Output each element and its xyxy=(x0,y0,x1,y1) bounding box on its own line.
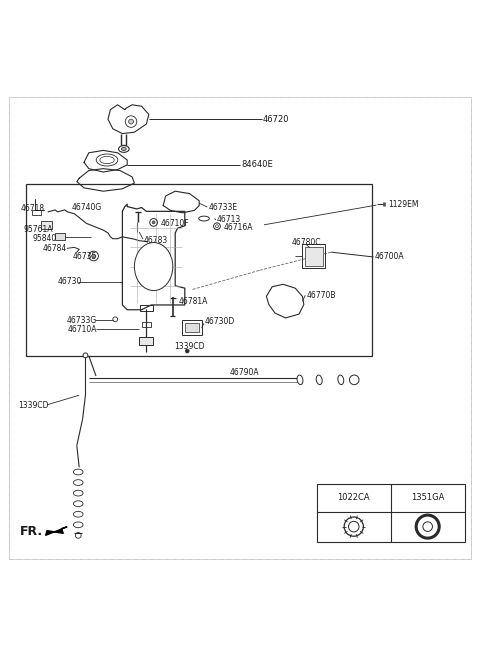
Text: 1339CD: 1339CD xyxy=(174,342,204,351)
Text: 1339CD: 1339CD xyxy=(18,401,49,410)
Circle shape xyxy=(129,119,133,124)
Text: 46720: 46720 xyxy=(263,115,289,124)
Ellipse shape xyxy=(121,148,126,150)
Polygon shape xyxy=(108,105,149,134)
Text: 46718: 46718 xyxy=(20,204,44,213)
Text: 84640E: 84640E xyxy=(241,160,273,169)
Text: 46784: 46784 xyxy=(42,244,67,253)
Circle shape xyxy=(92,254,96,258)
Text: 46700A: 46700A xyxy=(374,253,404,262)
Text: 46713: 46713 xyxy=(217,216,241,224)
Polygon shape xyxy=(163,191,199,213)
Text: 1351GA: 1351GA xyxy=(411,493,444,502)
Bar xyxy=(182,320,202,335)
Bar xyxy=(41,222,52,229)
Ellipse shape xyxy=(119,146,129,152)
Ellipse shape xyxy=(96,154,118,166)
Text: 46735: 46735 xyxy=(73,253,97,262)
Polygon shape xyxy=(46,527,67,535)
Bar xyxy=(26,184,372,356)
Text: FR.: FR. xyxy=(20,525,43,538)
Bar xyxy=(302,245,325,268)
Polygon shape xyxy=(266,284,304,318)
Text: 46730: 46730 xyxy=(58,277,82,287)
Text: 46733E: 46733E xyxy=(209,203,238,213)
Bar xyxy=(32,210,41,215)
Text: 46730D: 46730D xyxy=(205,317,235,326)
Text: 46716A: 46716A xyxy=(223,222,252,232)
Circle shape xyxy=(83,353,88,358)
Text: 95761A: 95761A xyxy=(23,224,52,234)
Polygon shape xyxy=(122,204,185,310)
Polygon shape xyxy=(84,150,127,172)
Text: 46781A: 46781A xyxy=(179,297,208,306)
Bar xyxy=(140,306,153,311)
Text: 46770B: 46770B xyxy=(306,291,336,300)
Circle shape xyxy=(152,221,155,224)
Text: 1129EM: 1129EM xyxy=(388,199,419,209)
Ellipse shape xyxy=(134,243,173,291)
Text: 46733G: 46733G xyxy=(66,316,96,325)
Polygon shape xyxy=(77,169,134,191)
Bar xyxy=(317,484,465,542)
Text: 46780C: 46780C xyxy=(291,238,321,247)
Text: 46740G: 46740G xyxy=(72,203,102,211)
Circle shape xyxy=(185,349,189,353)
Bar xyxy=(139,337,153,345)
Text: 46790A: 46790A xyxy=(229,367,259,377)
Bar xyxy=(142,322,151,327)
Bar xyxy=(55,234,65,240)
Text: 46783: 46783 xyxy=(144,236,168,245)
Ellipse shape xyxy=(316,375,322,384)
Text: 46710A: 46710A xyxy=(67,325,96,335)
Text: 95840: 95840 xyxy=(33,234,57,243)
Bar xyxy=(305,247,323,266)
Text: 46710F: 46710F xyxy=(161,219,190,228)
Ellipse shape xyxy=(338,375,344,384)
Ellipse shape xyxy=(297,375,303,384)
Text: 1022CA: 1022CA xyxy=(337,493,370,502)
Bar xyxy=(185,323,199,333)
